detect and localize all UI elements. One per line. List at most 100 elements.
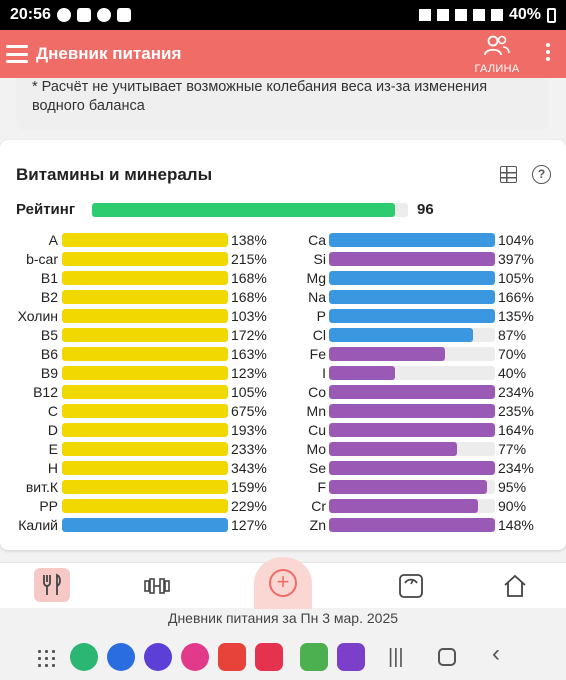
messages-app-icon[interactable]: [107, 643, 135, 671]
back-icon[interactable]: ‹: [492, 640, 500, 667]
nutrient-percent: 104%: [498, 232, 534, 248]
nutrient-name: Co: [308, 384, 326, 400]
rating-value: 96: [417, 201, 434, 218]
home-nav-icon[interactable]: [438, 648, 456, 666]
nutrient-name: Mn: [306, 403, 326, 419]
nutrient-name: Zn: [309, 517, 326, 533]
nutrient-percent: 103%: [231, 308, 267, 324]
nav-weight-button[interactable]: [396, 571, 426, 601]
table-view-icon[interactable]: [500, 166, 517, 183]
status-time: 20:56: [10, 6, 51, 23]
nutrient-row: H 343%: [0, 461, 566, 476]
wifi-call-icon: [76, 8, 91, 22]
battery-percent: 40%: [508, 6, 541, 23]
nutrient-percent: 70%: [498, 346, 527, 362]
more-options-icon[interactable]: [546, 43, 550, 61]
user-profile-button[interactable]: ГАЛИНА: [470, 34, 524, 75]
nutrient-percent: 77%: [498, 441, 527, 457]
nutrient-percent: 215%: [231, 251, 267, 267]
app-bar: Дневник питания ГАЛИНА: [0, 30, 566, 78]
nutrient-row: Co 234%: [0, 385, 566, 400]
nutrient-bar: [329, 404, 495, 418]
nutrient-bar: [329, 480, 495, 494]
nutrient-bar: [62, 328, 228, 342]
nutrient-percent: 40%: [498, 365, 527, 381]
internet-app-icon[interactable]: [144, 643, 172, 671]
nutrient-percent: 166%: [498, 289, 534, 305]
nutrient-name: Mo: [306, 441, 326, 457]
nutrient-bar: [329, 347, 495, 361]
users-icon: [484, 35, 510, 56]
bluetooth-icon: [436, 9, 449, 21]
nutrient-bar: [329, 252, 495, 266]
rating-bar-fill: [92, 203, 396, 217]
nutrient-percent: 234%: [498, 384, 534, 400]
nutrient-name: Cu: [308, 422, 326, 438]
app-drawer-icon[interactable]: [36, 648, 56, 668]
nutrient-bar-fill: [62, 328, 228, 342]
nutrient-row: Se 234%: [0, 461, 566, 476]
nutrient-row: B5 172%: [0, 328, 566, 343]
section-title: Витамины и минералы: [16, 165, 213, 184]
nutrient-row: B9 123%: [0, 366, 566, 381]
nutrient-percent: 105%: [498, 270, 534, 286]
bottom-navigation: +: [0, 557, 566, 609]
home-icon: [504, 574, 526, 597]
menu-icon[interactable]: [6, 45, 28, 63]
nav-diet-button[interactable]: [34, 568, 70, 602]
nutrient-percent: 148%: [498, 517, 534, 533]
calculator-app-icon[interactable]: [300, 643, 328, 671]
nutrient-name: Ca: [308, 232, 326, 248]
nutrient-name: B2: [40, 289, 58, 305]
nutrient-bar-fill: [62, 347, 228, 361]
nutrient-bar-fill: [62, 442, 228, 456]
nutrient-bar-fill: [329, 366, 396, 380]
nutrient-bar: [329, 423, 495, 437]
nutrient-row: Na 166%: [0, 290, 566, 305]
nutrient-row: Холин 103%: [0, 309, 566, 324]
nutrient-name: Cr: [311, 498, 326, 514]
nutrient-bar-fill: [329, 461, 495, 475]
nutrient-bar-fill: [62, 271, 228, 285]
nutrient-name: B9: [40, 365, 58, 381]
nutrient-bar: [62, 290, 228, 304]
nutrient-row: I 40%: [0, 366, 566, 381]
nutrient-name: Холин: [17, 308, 58, 324]
nutrient-bar-fill: [329, 499, 479, 513]
flower-app-icon[interactable]: [181, 643, 209, 671]
nutrient-name: P: [316, 308, 326, 324]
nutrient-bar-fill: [329, 385, 495, 399]
mute-icon: [454, 9, 467, 21]
nutrient-row: Cr 90%: [0, 499, 566, 514]
nutrient-bar: [62, 518, 228, 532]
nutrient-name: F: [317, 479, 326, 495]
nutrient-percent: 105%: [231, 384, 267, 400]
add-entry-button[interactable]: +: [254, 557, 312, 609]
notes-app-icon[interactable]: [218, 643, 246, 671]
nutrient-bar-fill: [329, 480, 487, 494]
nutrient-name: Fe: [309, 346, 326, 362]
nutrient-name: H: [47, 460, 58, 476]
apps-folder-icon[interactable]: [337, 643, 365, 671]
nutrient-bar: [329, 385, 495, 399]
nutrient-bar-fill: [329, 404, 495, 418]
nutrient-row: B6 163%: [0, 347, 566, 362]
recents-icon[interactable]: |||: [388, 646, 404, 668]
nav-workout-button[interactable]: [142, 571, 172, 601]
phone-app-icon[interactable]: [70, 643, 98, 671]
nutrient-row: Cu 164%: [0, 423, 566, 438]
nutrient-row: C 675%: [0, 404, 566, 419]
nutrient-name: Калий: [18, 517, 58, 533]
dumbbell-icon: [144, 578, 170, 594]
nutrient-row: b-car 215%: [0, 252, 566, 267]
nutrient-bar-fill: [329, 290, 495, 304]
dnd-icon: [56, 8, 71, 22]
nutrient-percent: 229%: [231, 498, 267, 514]
camera-app-icon[interactable]: [255, 643, 283, 671]
nutrient-percent: 235%: [498, 403, 534, 419]
plus-circle-icon: +: [269, 569, 297, 597]
help-icon[interactable]: ?: [532, 165, 551, 184]
nav-home-button[interactable]: [500, 571, 530, 601]
nutrient-name: B1: [40, 270, 58, 286]
nutrient-bar-fill: [329, 252, 495, 266]
